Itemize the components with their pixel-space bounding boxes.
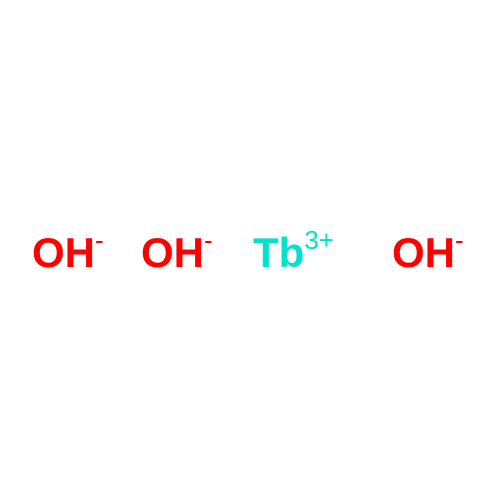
hydroxide-3: OH- bbox=[392, 232, 464, 274]
metal-ion: Tb3+ bbox=[253, 232, 334, 274]
hydroxide-1-text: OH bbox=[32, 229, 95, 276]
formula-canvas: OH- OH- Tb3+ OH- bbox=[0, 0, 500, 500]
hydroxide-3-charge: - bbox=[455, 225, 464, 255]
hydroxide-2-charge: - bbox=[204, 225, 213, 255]
hydroxide-2: OH- bbox=[141, 232, 213, 274]
hydroxide-2-text: OH bbox=[141, 229, 204, 276]
metal-charge: 3+ bbox=[304, 225, 334, 255]
metal-symbol: Tb bbox=[253, 229, 304, 276]
hydroxide-3-text: OH bbox=[392, 229, 455, 276]
hydroxide-1: OH- bbox=[32, 232, 104, 274]
hydroxide-1-charge: - bbox=[95, 225, 104, 255]
